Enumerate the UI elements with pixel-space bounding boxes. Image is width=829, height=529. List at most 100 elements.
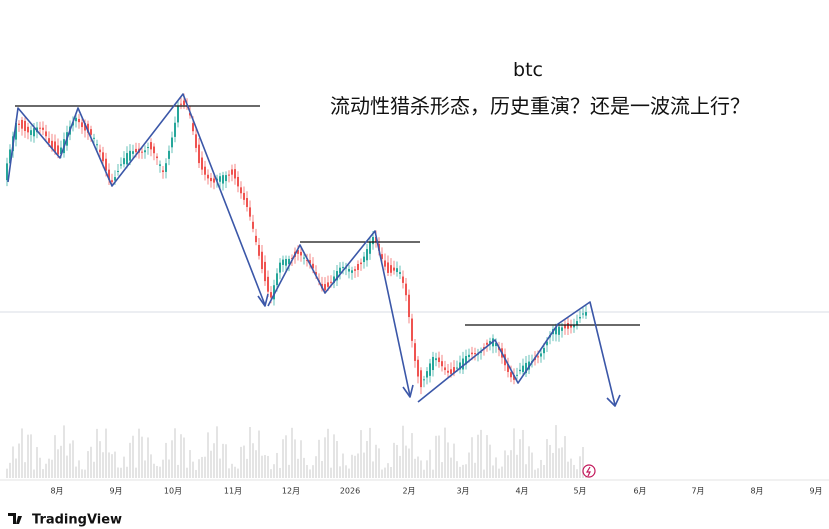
- zigzag: [267, 230, 411, 397]
- candle-body: [234, 169, 236, 179]
- volume-bar: [171, 440, 173, 478]
- volume-bar: [42, 469, 44, 478]
- volume-bar: [210, 450, 212, 478]
- volume-bar: [219, 458, 221, 478]
- volume-bar: [270, 469, 272, 478]
- annotation-subtitle: 流动性猎杀形态，历史重演？还是一波流上行？: [330, 94, 750, 118]
- volume-bar: [546, 439, 548, 478]
- volume-bar: [294, 439, 296, 478]
- volume-bar: [198, 459, 200, 478]
- volume-bar: [81, 469, 83, 478]
- volume-bar: [147, 437, 149, 478]
- volume-bar: [510, 450, 512, 478]
- candle-body: [441, 361, 443, 367]
- time-label: 5月: [573, 487, 586, 496]
- candle-body: [231, 169, 233, 175]
- volume-bar: [411, 433, 413, 478]
- arrow-head: [257, 293, 269, 307]
- candle-body: [582, 313, 584, 315]
- candle-body: [435, 358, 437, 361]
- volume-bar: [348, 468, 350, 478]
- candle-body: [390, 265, 392, 273]
- volume-bar: [480, 429, 482, 478]
- volume-bar: [6, 468, 8, 478]
- candle-body: [393, 267, 395, 271]
- volume-bar: [339, 466, 341, 478]
- candle-body: [327, 282, 329, 287]
- volume-bar: [243, 445, 245, 478]
- volume-bar: [561, 447, 563, 478]
- time-label: 8月: [50, 487, 63, 496]
- volume-bar: [237, 468, 239, 478]
- volume-bar: [522, 429, 524, 478]
- candle-body: [108, 169, 110, 180]
- volume-bar: [201, 456, 203, 478]
- candle-body: [123, 158, 125, 165]
- volume-bar: [378, 448, 380, 478]
- candle-body: [453, 367, 455, 373]
- candle-body: [369, 242, 371, 254]
- level-lines: [15, 105, 640, 326]
- volume-bar: [450, 457, 452, 478]
- candle-body: [474, 353, 476, 355]
- candle-body: [99, 149, 101, 153]
- volume-bar: [66, 455, 68, 478]
- candle-body: [309, 260, 311, 264]
- candle-body: [126, 153, 128, 165]
- candle-body: [351, 270, 353, 273]
- candle-body: [357, 263, 359, 270]
- volume-bar: [93, 461, 95, 478]
- volume-bar: [111, 454, 113, 478]
- volume-bar: [315, 456, 317, 478]
- volume-bar: [309, 469, 311, 478]
- candle-body: [402, 276, 404, 283]
- volume-bar: [84, 469, 86, 478]
- volume-bar: [48, 458, 50, 478]
- candle-body: [102, 152, 104, 162]
- volume-bar: [87, 451, 89, 478]
- candle-body: [27, 126, 29, 133]
- candle-body: [174, 122, 176, 137]
- candle-body: [54, 141, 56, 152]
- volume-bar: [183, 437, 185, 478]
- volume-bar: [114, 451, 116, 478]
- volume-bar: [264, 455, 266, 478]
- volume-bar: [444, 427, 446, 478]
- volume-bar: [72, 440, 74, 478]
- candle-body: [354, 269, 356, 271]
- candle-body: [255, 235, 257, 243]
- time-label: 11月: [224, 487, 242, 496]
- volume-bar: [513, 428, 515, 478]
- volume-bar: [468, 452, 470, 478]
- volume-pane: [6, 425, 587, 478]
- volume-bar: [165, 442, 167, 478]
- event-icon[interactable]: [582, 464, 596, 478]
- volume-bar: [351, 454, 353, 478]
- candle-body: [261, 251, 263, 270]
- candle-body: [348, 268, 350, 272]
- volume-bar: [360, 430, 362, 478]
- candle-body: [525, 362, 527, 374]
- volume-bar: [504, 450, 506, 478]
- volume-bar: [537, 468, 539, 478]
- volume-bar: [255, 450, 257, 478]
- volume-bar: [429, 449, 431, 478]
- candle-body: [111, 180, 113, 182]
- volume-bar: [18, 443, 20, 478]
- candle-body: [87, 123, 89, 133]
- volume-bar: [375, 444, 377, 478]
- candle-body: [84, 123, 86, 131]
- volume-bar: [531, 452, 533, 478]
- candle-body: [573, 324, 575, 328]
- volume-bar: [288, 464, 290, 478]
- volume-bar: [414, 458, 416, 478]
- candle-body: [471, 352, 473, 355]
- candle-body: [372, 236, 374, 245]
- volume-bar: [402, 425, 404, 478]
- candle-body: [537, 356, 539, 358]
- volume-bar: [519, 439, 521, 478]
- candle-body: [6, 163, 8, 181]
- time-axis: 8月 9月 10月 11月 12月 2026 2月 3月 4月 5月 6月 7月 8月 9月: [50, 487, 822, 496]
- time-label: 2026: [340, 487, 360, 496]
- candle-body: [420, 370, 422, 388]
